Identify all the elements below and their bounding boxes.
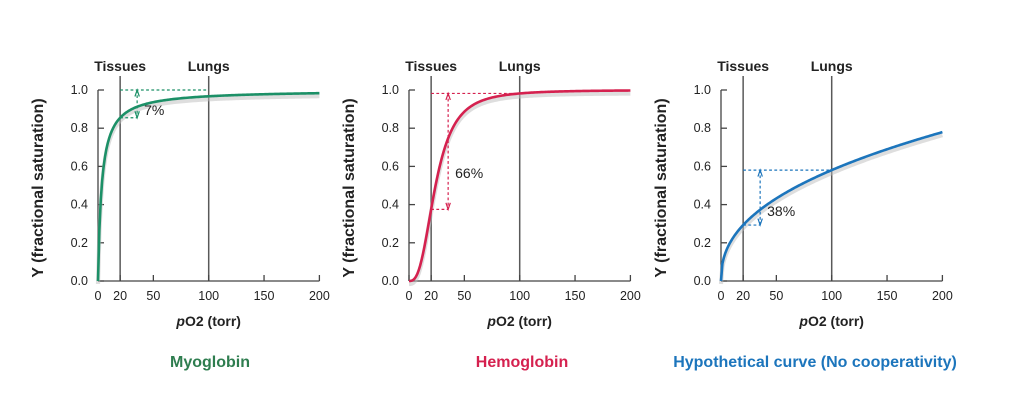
svg-text:150: 150 [565,289,586,303]
svg-text:20: 20 [113,289,127,303]
svg-text:200: 200 [932,289,953,303]
svg-text:Tissues: Tissues [717,58,769,74]
svg-text:Lungs: Lungs [188,58,230,74]
svg-text:Tissues: Tissues [405,58,457,74]
svg-text:150: 150 [254,289,275,303]
svg-text:pO2 (torr): pO2 (torr) [175,313,241,329]
svg-text:0.2: 0.2 [71,236,88,250]
svg-text:pO2 (torr): pO2 (torr) [798,313,864,329]
svg-text:0: 0 [95,289,102,303]
svg-text:150: 150 [877,289,898,303]
svg-text:0.0: 0.0 [71,274,88,288]
svg-text:200: 200 [620,289,641,303]
svg-text:1.0: 1.0 [382,83,399,97]
svg-text:0.8: 0.8 [382,121,399,135]
svg-text:50: 50 [457,289,471,303]
svg-text:50: 50 [769,289,783,303]
svg-text:1.0: 1.0 [694,83,711,97]
svg-text:66%: 66% [455,165,483,181]
svg-text:7%: 7% [144,102,164,118]
svg-text:50: 50 [146,289,160,303]
svg-text:0.6: 0.6 [382,159,399,173]
svg-text:0.0: 0.0 [694,274,711,288]
svg-text:Hypothetical curve (No coopera: Hypothetical curve (No cooperativity) [673,354,957,371]
svg-text:pO2 (torr): pO2 (torr) [486,313,552,329]
svg-text:20: 20 [736,289,750,303]
svg-text:1.0: 1.0 [71,83,88,97]
svg-text:0.4: 0.4 [694,198,711,212]
svg-text:0.2: 0.2 [382,236,399,250]
svg-text:Lungs: Lungs [499,58,541,74]
svg-text:Y (fractional saturation): Y (fractional saturation) [341,98,358,277]
svg-text:0.2: 0.2 [694,236,711,250]
svg-text:20: 20 [424,289,438,303]
svg-text:100: 100 [509,289,530,303]
svg-text:0.4: 0.4 [71,198,88,212]
svg-text:0: 0 [718,289,725,303]
svg-text:0: 0 [406,289,413,303]
svg-text:Myoglobin: Myoglobin [170,354,250,371]
svg-text:Y (fractional saturation): Y (fractional saturation) [30,98,47,277]
svg-text:Hemoglobin: Hemoglobin [476,354,568,371]
svg-text:0.8: 0.8 [694,121,711,135]
svg-text:100: 100 [821,289,842,303]
svg-text:0.8: 0.8 [71,121,88,135]
svg-text:0.4: 0.4 [382,198,399,212]
svg-text:Y (fractional saturation): Y (fractional saturation) [653,98,670,277]
svg-text:0.0: 0.0 [382,274,399,288]
svg-text:0.6: 0.6 [694,159,711,173]
svg-text:Tissues: Tissues [94,58,146,74]
svg-text:0.6: 0.6 [71,159,88,173]
svg-text:200: 200 [309,289,330,303]
svg-text:100: 100 [198,289,219,303]
svg-text:Lungs: Lungs [811,58,853,74]
svg-text:38%: 38% [767,203,795,219]
